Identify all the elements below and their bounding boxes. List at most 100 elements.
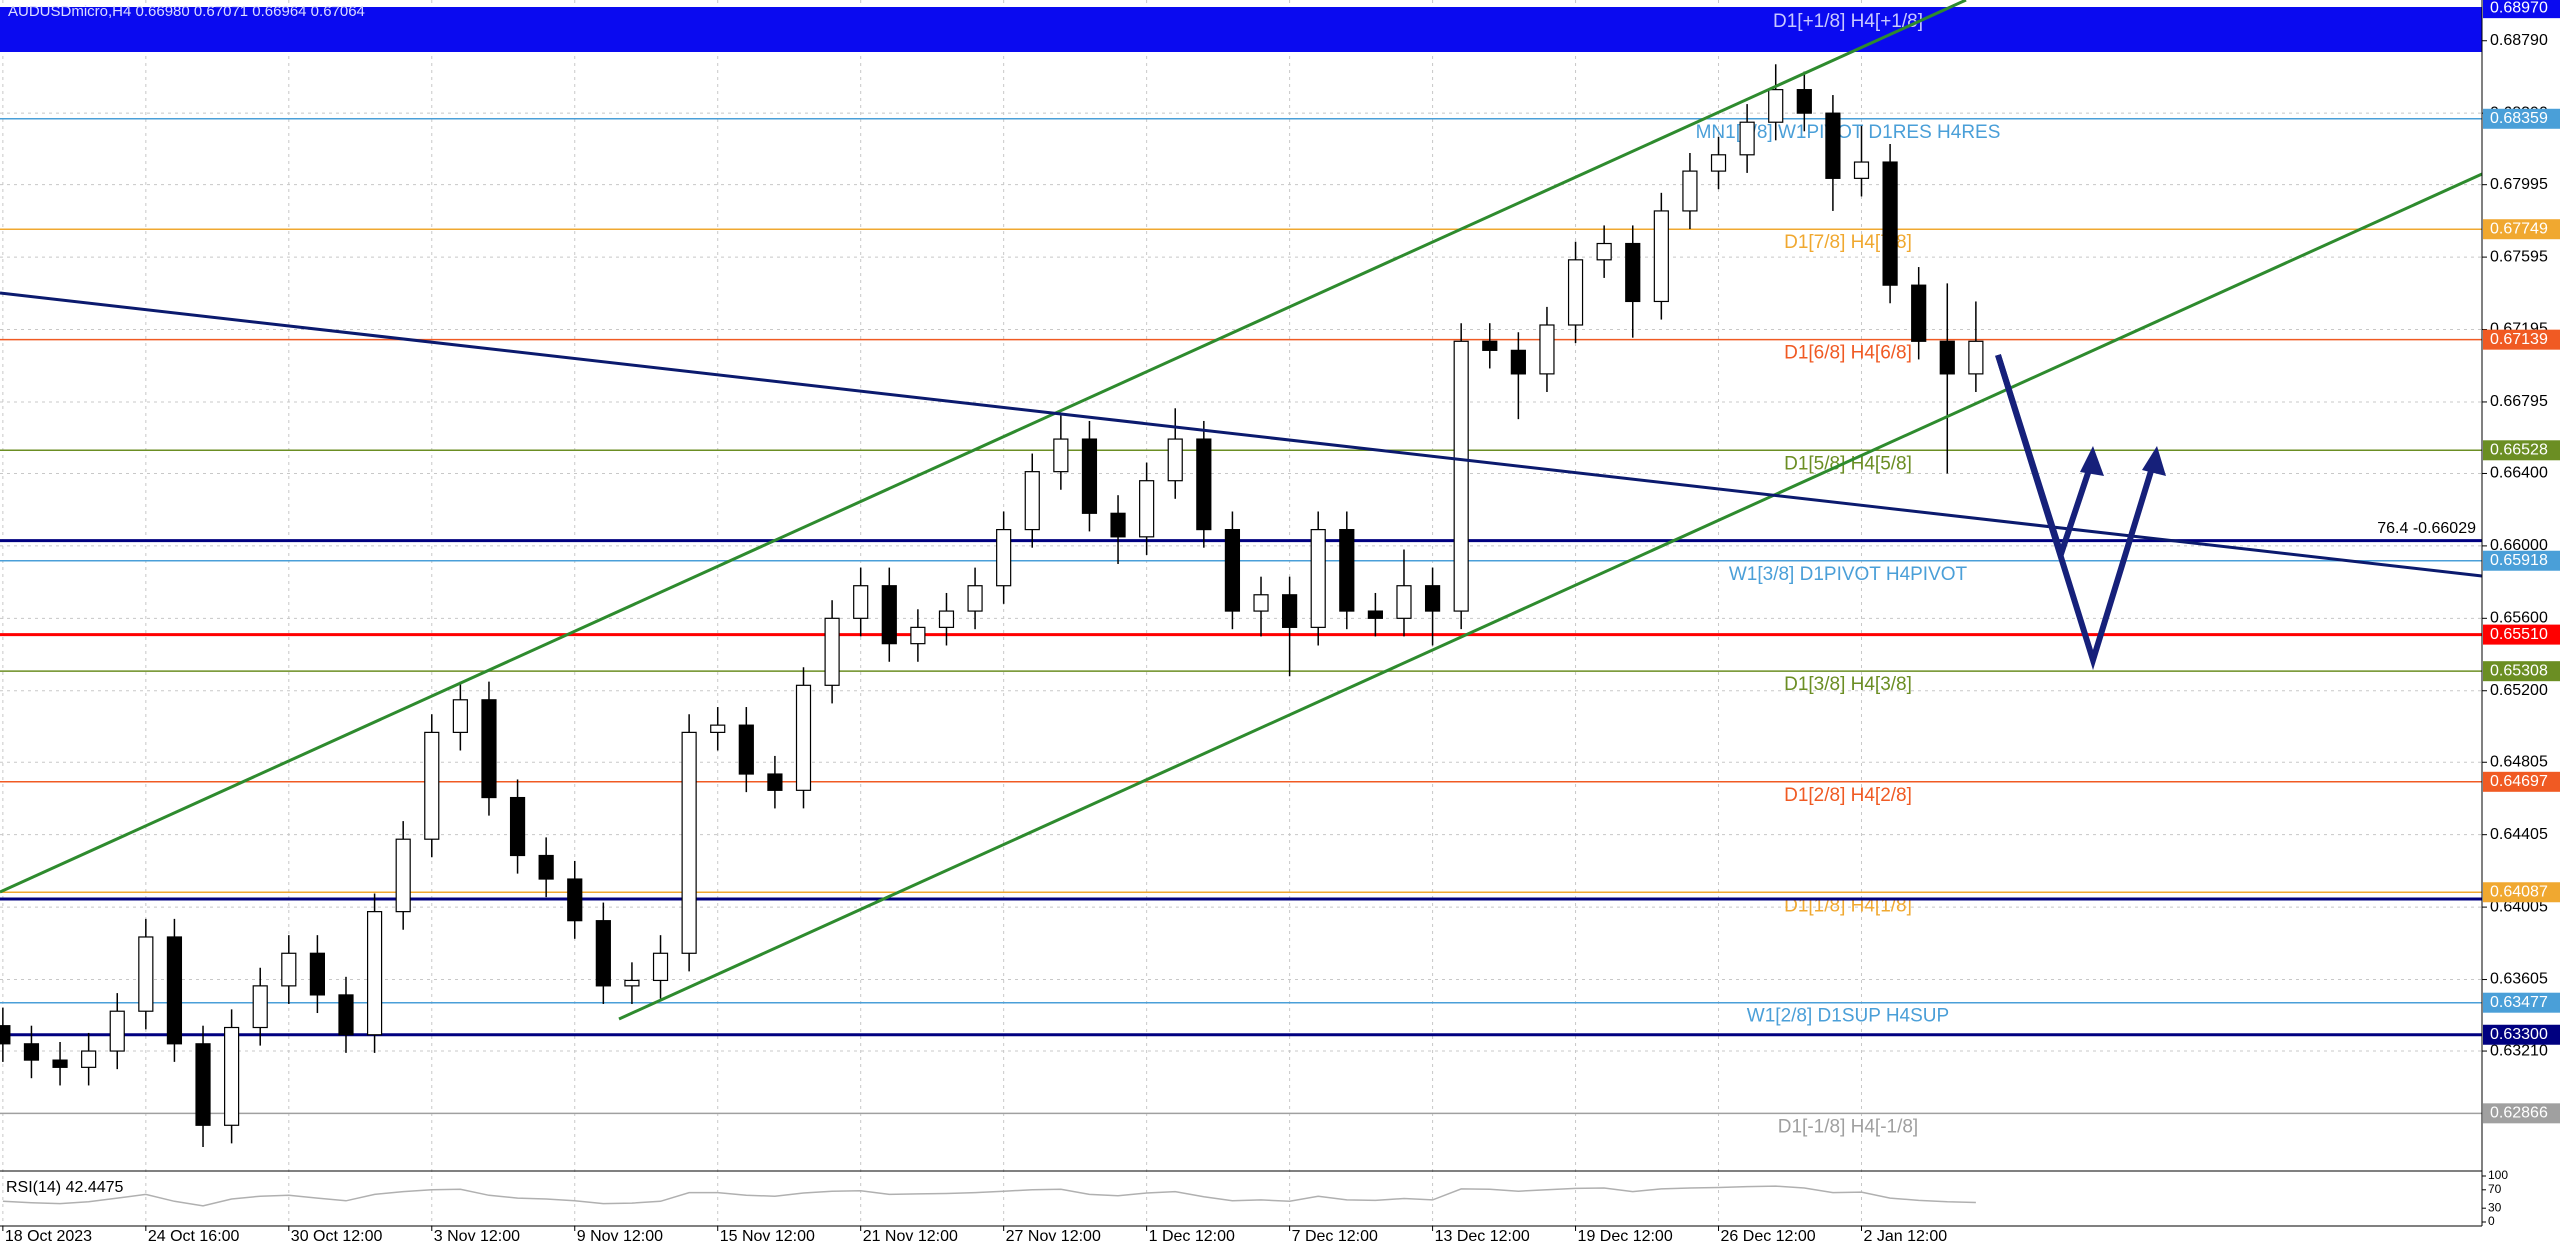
x-tick-label: 19 Dec 12:00 — [1578, 1228, 1673, 1244]
level-name: D1[+1/8] H4[+1/8] — [1773, 11, 1923, 32]
price-box — [2483, 0, 2560, 19]
y-tick-label: 0.67595 — [2490, 248, 2548, 265]
candle-body — [996, 528, 1012, 587]
candle-body — [1853, 161, 1870, 179]
arrow-head — [2080, 446, 2104, 476]
x-tick-label: 30 Oct 12:00 — [291, 1228, 383, 1244]
candle-body — [567, 878, 583, 922]
candle-body — [1882, 161, 1898, 286]
price-box — [2483, 550, 2560, 571]
level-name: D1[-1/8] H4[-1/8] — [1778, 1116, 1918, 1137]
candle-body — [1196, 438, 1212, 531]
rsi-tick-label: 30 — [2488, 1200, 2502, 1214]
candle-body — [1482, 340, 1498, 351]
price-box-label: 0.63300 — [2490, 1026, 2548, 1043]
candle-body — [595, 920, 611, 987]
x-tick-label: 9 Nov 12:00 — [577, 1228, 663, 1244]
price-box — [2483, 624, 2560, 645]
price-box — [2483, 771, 2560, 792]
level-name: W1[2/8] D1SUP H4SUP — [1747, 1006, 1949, 1027]
candle-body — [652, 952, 669, 982]
channel-lower — [618, 172, 2483, 1021]
level-name: W1[3/8] D1PIVOT H4PIVOT — [1729, 564, 1968, 585]
candle-body — [624, 979, 640, 987]
candle-body — [1911, 284, 1927, 342]
candle-body — [1567, 259, 1584, 326]
candle-body — [1310, 528, 1326, 628]
candle-body — [1653, 210, 1669, 303]
candle-body — [52, 1059, 68, 1068]
candle-body — [1939, 340, 1955, 375]
candle-body — [767, 773, 783, 791]
candle-body — [23, 1043, 40, 1061]
grid — [0, 0, 2482, 1226]
price-box — [2483, 440, 2560, 461]
candle-body — [1339, 528, 1355, 612]
rsi-tick-label: 0 — [2488, 1214, 2495, 1228]
x-tick-label: 21 Nov 12:00 — [863, 1228, 958, 1244]
candles — [0, 64, 1984, 1148]
price-box-label: 0.67749 — [2490, 220, 2548, 237]
candle-body — [481, 699, 497, 799]
candle-body — [1825, 112, 1841, 179]
candle-body — [1224, 528, 1241, 612]
level-name: D1[6/8] H4[6/8] — [1784, 343, 1912, 364]
y-tick-label: 0.64405 — [2490, 826, 2548, 843]
candle-body — [1396, 585, 1412, 619]
price-box — [2483, 882, 2560, 903]
level-name: MN1[3/8] W1PIVOT D1RES H4RES — [1696, 122, 2001, 143]
candle-body — [309, 952, 325, 996]
candle-body — [538, 854, 554, 880]
rsi-line — [2, 1185, 1976, 1207]
x-tick-label: 26 Dec 12:00 — [1721, 1228, 1816, 1244]
price-box-label: 0.62866 — [2490, 1105, 2548, 1122]
candle-body — [1282, 594, 1298, 628]
candle-body — [1139, 480, 1155, 538]
y-tick-label: 0.66795 — [2490, 393, 2548, 410]
price-box — [2483, 1024, 2560, 1045]
candle-body — [1596, 242, 1612, 261]
level-name: D1[7/8] H4[7/8] — [1784, 232, 1912, 253]
candle-body — [1796, 89, 1812, 114]
price-box-label: 0.65918 — [2490, 552, 2548, 569]
candle-body — [1053, 438, 1069, 473]
price-box-label: 0.65510 — [2490, 626, 2548, 643]
candle-body — [1710, 154, 1727, 172]
x-tick-label: 1 Dec 12:00 — [1149, 1228, 1235, 1244]
candle-body — [424, 731, 440, 840]
rsi-tick-label: 100 — [2488, 1168, 2508, 1182]
y-tick-label: 0.63605 — [2490, 971, 2548, 988]
candle-body — [509, 796, 526, 857]
x-tick-label: 13 Dec 12:00 — [1435, 1228, 1530, 1244]
candle-body — [1768, 89, 1784, 123]
price-box-label: 0.64697 — [2490, 773, 2548, 790]
candle-body — [1367, 610, 1383, 619]
candle-body — [224, 1026, 240, 1126]
line-label: 76.4 -0.66029 — [2377, 520, 2476, 537]
y-tick-label: 0.65200 — [2490, 682, 2548, 699]
zone-band — [0, 7, 2482, 52]
drawings — [0, 0, 2483, 1021]
level-name: D1[5/8] H4[5/8] — [1784, 453, 1912, 474]
x-tick-label: 3 Nov 12:00 — [434, 1228, 520, 1244]
price-box-label: 0.65308 — [2490, 662, 2548, 679]
candle-body — [967, 585, 983, 612]
y-tick-label: 0.66000 — [2490, 537, 2548, 554]
candle-body — [681, 731, 697, 954]
candle-body — [252, 985, 268, 1029]
y-tick-label: 0.63210 — [2490, 1042, 2548, 1059]
candle-body — [366, 911, 383, 1036]
price-box — [2483, 219, 2560, 240]
candle-body — [853, 585, 869, 619]
candle-body — [166, 936, 183, 1045]
chart-title: AUDUSDmicro,H4 0.66980 0.67071 0.66964 0… — [8, 3, 365, 20]
candle-body — [1081, 438, 1098, 514]
candle-body — [138, 936, 154, 1012]
candle-body — [1682, 170, 1698, 212]
price-box — [2483, 108, 2560, 129]
price-box-label: 0.68359 — [2490, 110, 2548, 127]
candle-body — [1625, 242, 1641, 303]
candle-body — [1024, 471, 1040, 531]
